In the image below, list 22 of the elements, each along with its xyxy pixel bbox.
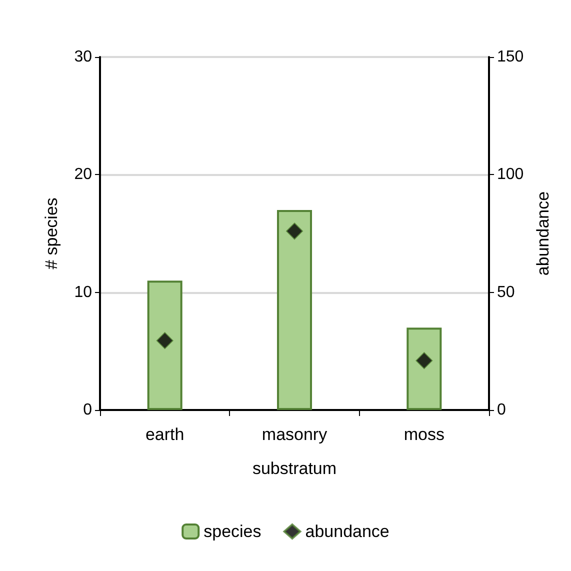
y-tick-label: 30 (74, 48, 92, 66)
y-tick-label: 0 (83, 402, 92, 418)
point (416, 352, 433, 370)
legend-label: abundance (305, 522, 390, 541)
y2-tick-label: 100 (497, 166, 524, 184)
x-tick-label: masonry (262, 425, 328, 444)
y2-tick-label: 50 (497, 284, 515, 301)
y-tick-label: 20 (74, 166, 92, 184)
x-tick-label: earth (145, 425, 184, 444)
legend-label: species (204, 522, 262, 541)
y2-axis-title: abundance (534, 191, 553, 276)
y2-tick-label: 150 (497, 48, 524, 66)
y2-tick-label: 0 (497, 402, 506, 418)
y-tick-label: 10 (74, 284, 92, 301)
x-axis-title: substratum (252, 459, 337, 478)
bar (276, 210, 312, 410)
y-axis-title: # species (42, 198, 61, 270)
point (286, 222, 303, 240)
bar (406, 328, 442, 410)
point (156, 332, 174, 350)
x-tick-label: moss (404, 425, 444, 444)
bar (147, 280, 182, 410)
